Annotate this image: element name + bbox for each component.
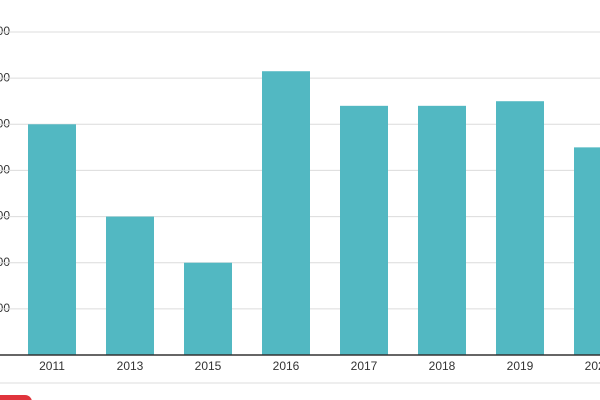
x-tick-label: 2015: [195, 359, 222, 373]
bar: [574, 147, 600, 355]
x-tick-label: 2019: [507, 359, 534, 373]
x-tick-label: 2020: [585, 359, 600, 373]
bar: [106, 216, 154, 355]
y-tick-label: 700: [0, 24, 10, 38]
y-tick-label: 400: [0, 163, 10, 177]
y-tick-label: 100: [0, 301, 10, 315]
bar: [418, 105, 466, 355]
y-tick-label: 500: [0, 116, 10, 130]
y-tick-label: 200: [0, 255, 10, 269]
x-tick-label: 2013: [117, 359, 144, 373]
bar: [28, 124, 76, 356]
bar: [184, 262, 232, 355]
x-tick-label: 2018: [429, 359, 456, 373]
y-tick-label: 600: [0, 70, 10, 84]
bar: [340, 105, 388, 355]
badge: [0, 395, 32, 400]
x-tick-label: 2016: [273, 359, 300, 373]
x-tick-label: 2011: [39, 359, 65, 373]
x-tick-label: 2017: [351, 359, 378, 373]
bar: [496, 101, 544, 355]
y-tick-label: 300: [0, 209, 10, 223]
bar: [262, 71, 310, 355]
